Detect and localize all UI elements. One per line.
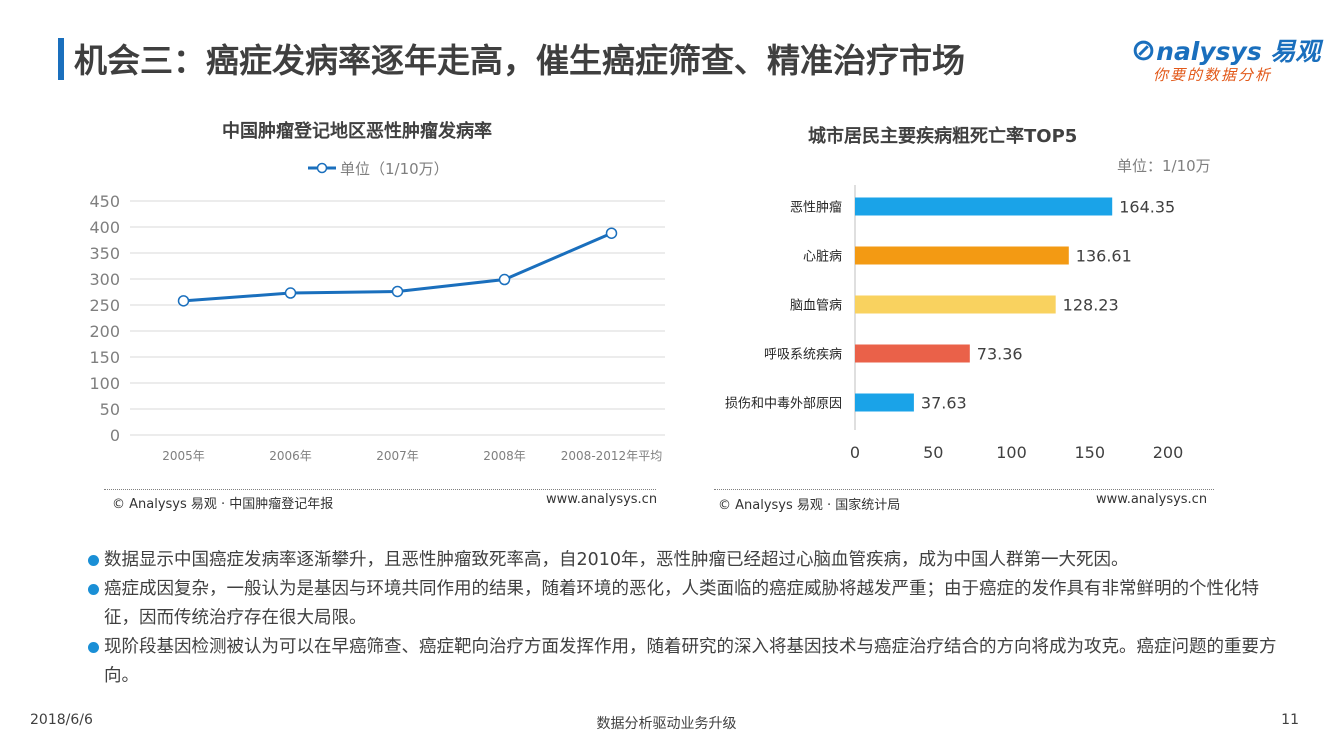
x-tick-label: 150	[1074, 443, 1105, 462]
data-point	[391, 285, 404, 298]
bar	[855, 393, 914, 412]
data-point	[177, 295, 190, 307]
x-tick-label: 2008-2012年平均	[561, 449, 662, 463]
bullet-dot-icon	[88, 584, 99, 595]
data-label: 37.63	[921, 394, 967, 413]
y-tick-label: 0	[110, 426, 120, 445]
bullet-item: 癌症成因复杂，一般认为是基因与环境共同作用的结果，随着环境的恶化，人类面临的癌症…	[88, 575, 1288, 633]
data-label: 128.23	[1063, 296, 1119, 315]
x-tick-label: 2006年	[269, 449, 312, 463]
y-tick-label: 200	[89, 322, 120, 341]
bar	[855, 197, 1113, 216]
logo-tagline: 你要的数据分析	[1153, 66, 1273, 84]
bullet-text: 数据显示中国癌症发病率逐渐攀升，且恶性肿瘤致死率高，自2010年，恶性肿瘤已经超…	[104, 550, 1129, 570]
brand-logo: ⊘nalysys 易观 你要的数据分析	[1131, 32, 1320, 88]
bullet-dot-icon	[88, 555, 99, 566]
data-point	[605, 227, 618, 239]
right-chart-source: © Analysys 易观 · 国家统计局	[718, 498, 901, 513]
y-tick-label: 150	[89, 348, 120, 367]
right-source-divider	[714, 489, 1214, 490]
footer-date: 2018/6/6	[30, 712, 93, 728]
bar	[855, 295, 1056, 314]
bullet-text: 现阶段基因检测被认为可以在早癌筛查、癌症靶向治疗方面发挥作用，随着研究的深入将基…	[104, 637, 1277, 686]
bullet-dot-icon	[88, 642, 99, 653]
data-point	[284, 287, 297, 299]
category-label: 心脏病	[803, 250, 842, 265]
bullet-item: 现阶段基因检测被认为可以在早癌筛查、癌症靶向治疗方面发挥作用，随着研究的深入将基…	[88, 633, 1288, 691]
data-label: 164.35	[1119, 198, 1175, 217]
page-number: 11	[1281, 712, 1299, 728]
footer-slogan: 数据分析驱动业务升级	[596, 716, 737, 732]
y-tick-label: 450	[89, 192, 120, 211]
x-tick-label: 2005年	[162, 449, 205, 463]
left-chart-title: 中国肿瘤登记地区恶性肿瘤发病率	[222, 121, 492, 142]
bar	[855, 246, 1069, 265]
left-source-divider	[104, 489, 656, 490]
left-chart-site: www.analysys.cn	[546, 492, 658, 507]
left-chart-source: © Analysys 易观 · 中国肿瘤登记年报	[112, 497, 334, 512]
x-tick-label: 200	[1153, 443, 1184, 462]
bar	[855, 344, 970, 363]
line-chart: 0 50 100 150 200 250 300 350 400 450 2005年 2006年 200…	[89, 160, 665, 463]
x-tick-label: 100	[996, 443, 1027, 462]
category-label: 损伤和中毒外部原因	[725, 397, 842, 412]
x-tick-label: 50	[923, 443, 943, 462]
data-point	[498, 273, 511, 286]
bullet-text: 癌症成因复杂，一般认为是基因与环境共同作用的结果，随着环境的恶化，人类面临的癌症…	[104, 579, 1259, 628]
bullet-item: 数据显示中国癌症发病率逐渐攀升，且恶性肿瘤致死率高，自2010年，恶性肿瘤已经超…	[88, 546, 1288, 575]
y-tick-label: 250	[89, 296, 120, 315]
x-tick-label: 0	[850, 443, 860, 462]
data-label: 136.61	[1076, 247, 1132, 266]
category-label: 脑血管病	[790, 299, 842, 314]
data-label: 73.36	[977, 345, 1023, 364]
y-tick-label: 400	[89, 218, 120, 237]
right-chart-site: www.analysys.cn	[1096, 492, 1208, 507]
x-tick-label: 2008年	[483, 449, 526, 463]
title-accent-bar	[58, 38, 64, 80]
y-tick-label: 350	[89, 244, 120, 263]
right-chart-title: 城市居民主要疾病粗死亡率TOP5	[808, 126, 1078, 147]
right-chart-unit: 单位：1/10万	[1117, 157, 1211, 175]
legend-label: 单位（1/10万）	[340, 160, 449, 178]
x-tick-label: 2007年	[376, 449, 419, 463]
y-tick-label: 50	[100, 400, 120, 419]
bullet-list: 数据显示中国癌症发病率逐渐攀升，且恶性肿瘤致死率高，自2010年，恶性肿瘤已经超…	[88, 546, 1288, 691]
y-tick-label: 300	[89, 270, 120, 289]
y-tick-label: 100	[89, 374, 120, 393]
bar-chart: 恶性肿瘤 164.35 心脏病 136.61 脑血管病 128.23 呼吸系统疾病 73.36…	[725, 185, 1184, 462]
category-label: 呼吸系统疾病	[764, 348, 842, 363]
legend-marker-icon	[316, 162, 328, 174]
category-label: 恶性肿瘤	[790, 200, 842, 216]
logo-main-text: ⊘nalysys 易观	[1131, 33, 1321, 68]
page-title: 机会三：癌症发病率逐年走高，催生癌症筛查、精准治疗市场	[74, 41, 965, 80]
